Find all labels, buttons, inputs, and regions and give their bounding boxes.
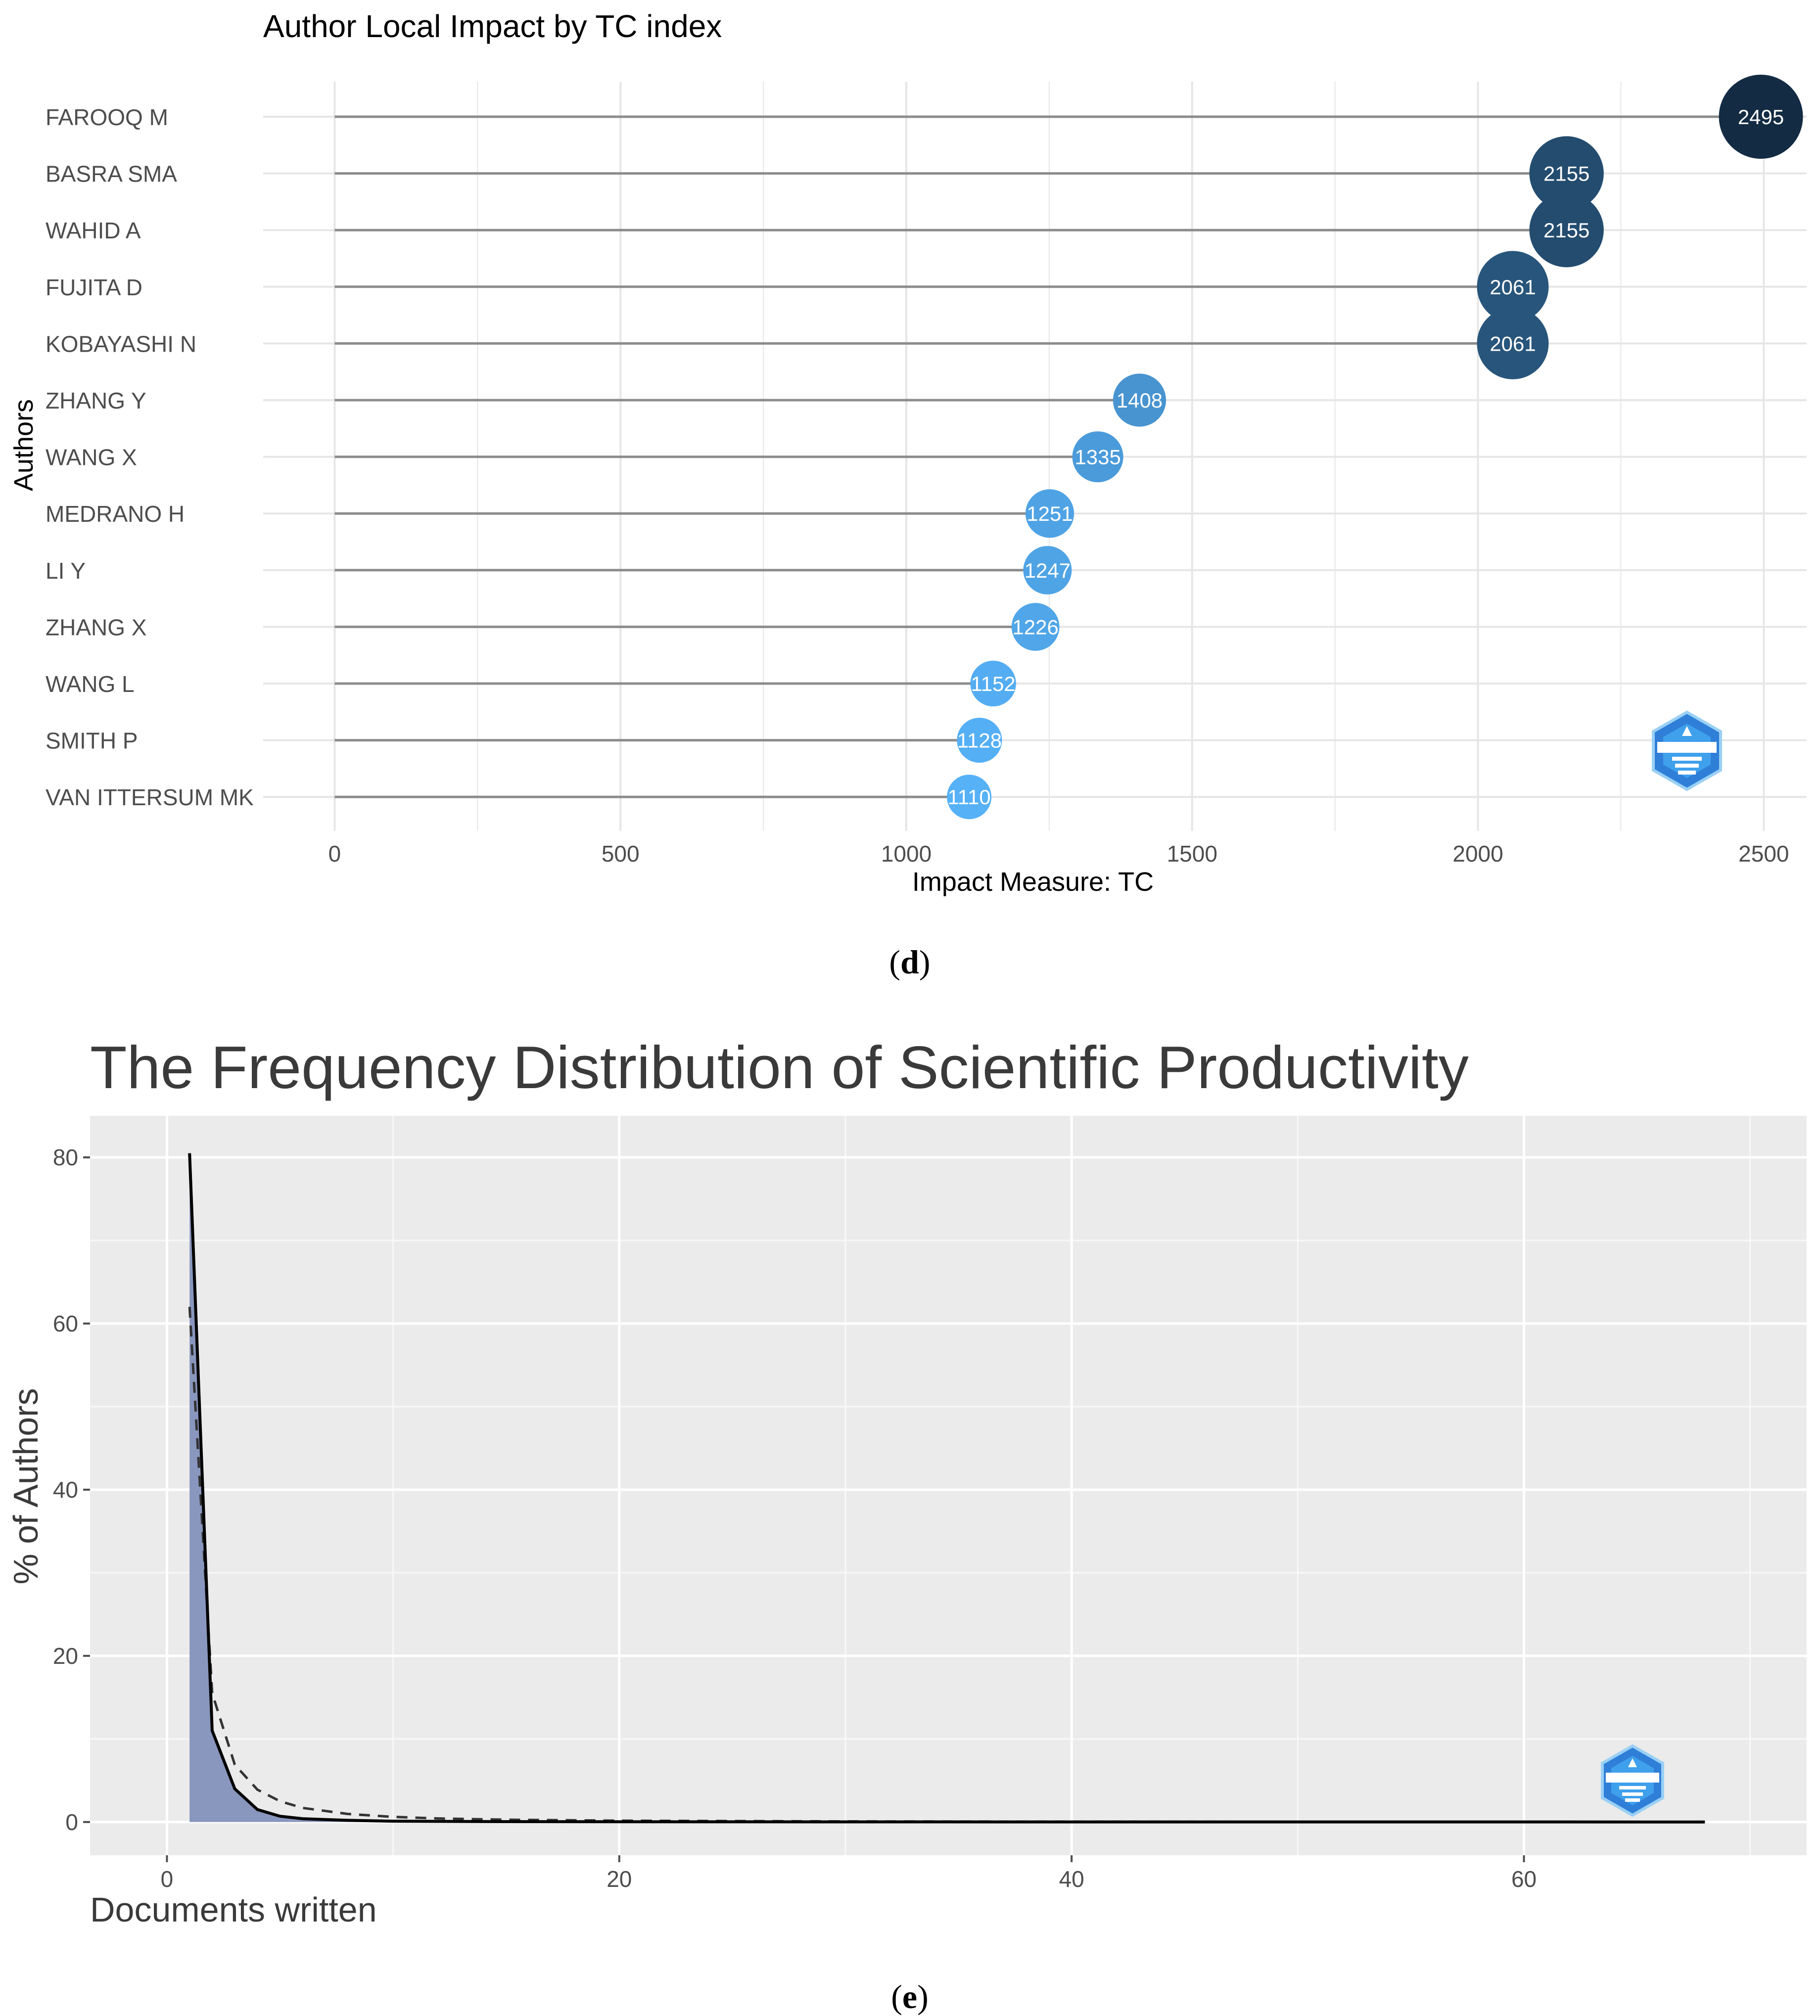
chart-d-author-label: ZHANG Y [46, 388, 146, 413]
chart-d-author-label: MEDRANO H [46, 501, 185, 527]
chart-e-x-axis-title: Documents written [90, 1890, 377, 1929]
bibliometrix-logo-icon-e [1601, 1744, 1664, 1817]
chart-d-x-axis-title: Impact Measure: TC [912, 867, 1154, 897]
chart-d-bubble [970, 660, 1016, 707]
chart-e-y-tick-label: 40 [53, 1477, 78, 1503]
chart-d-bubble-label: 1110 [948, 785, 991, 809]
bibliometrix-logo-icon [1652, 710, 1722, 791]
chart-d-x-tick-label: 500 [602, 841, 640, 867]
productivity-distribution-chart: The Frequency Distribution of Scientific… [6, 1034, 1807, 2016]
chart-d-title: Author Local Impact by TC index [263, 8, 722, 44]
chart-d-bubble-label: 2061 [1490, 332, 1536, 355]
chart-d-author-label: WANG L [46, 671, 135, 697]
chart-e-x-tick-label: 20 [607, 1866, 632, 1892]
chart-d-x-tick-label: 1500 [1167, 841, 1217, 867]
chart-d-author-label: FAROOQ M [46, 104, 168, 130]
chart-d-author-label: SMITH P [46, 728, 138, 754]
chart-e-theoretical-line [188, 1307, 1705, 1824]
chart-d-bubble-label: 1408 [1117, 389, 1163, 412]
chart-d-bubble [1072, 431, 1123, 483]
chart-d-segments [334, 115, 1761, 798]
chart-d-bubbles: 2495 2155 2155 2061 2061 1408 1335 1251 1247 1226… [947, 75, 1803, 820]
chart-d-bubble [1529, 193, 1604, 268]
chart-d-bubble [947, 775, 992, 820]
chart-e-y-tick-labels: 0 20 40 60 80 [53, 1145, 90, 1835]
chart-d-bubble-label: 1247 [1025, 559, 1071, 582]
chart-d-author-label: WANG X [46, 445, 137, 470]
chart-e-y-tick-label: 0 [65, 1809, 78, 1835]
chart-d-author-label: WAHID A [46, 218, 141, 243]
chart-d-bubble [1011, 603, 1060, 651]
chart-e-y-axis-title: % of Authors [6, 1388, 45, 1585]
chart-d-bubble-label: 2495 [1738, 105, 1784, 129]
chart-e-x-tick-label: 40 [1059, 1866, 1084, 1892]
chart-d-x-tick-labels: 0 500 1000 1500 2000 2500 [328, 841, 1789, 867]
chart-d-author-label: VAN ITTERSUM MK [46, 784, 254, 810]
chart-d-x-tick-label: 2000 [1452, 841, 1503, 867]
chart-d-bubble [1477, 251, 1549, 323]
chart-d-bubble-label: 2061 [1490, 275, 1536, 299]
chart-d-bubble-label: 1128 [957, 729, 1002, 752]
author-impact-chart: Author Local Impact by TC index FAROOQ M… [9, 8, 1807, 981]
chart-d-author-label: FUJITA D [46, 275, 142, 300]
chart-d-bubble-label: 1226 [1012, 615, 1058, 639]
chart-e-y-tick-label: 60 [53, 1311, 78, 1336]
chart-e-panel-background [90, 1116, 1807, 1855]
panel-d-caption: (d) [889, 943, 930, 981]
chart-d-x-tick-label: 1000 [881, 841, 932, 867]
chart-d-bubble [1023, 546, 1072, 595]
chart-d-author-label: KOBAYASHI N [46, 331, 196, 357]
chart-d-y-axis-title: Authors [9, 399, 39, 491]
chart-e-x-tick-label: 0 [161, 1866, 174, 1892]
chart-d-bubble-label: 2155 [1543, 162, 1589, 185]
chart-d-bubble [1477, 307, 1549, 379]
chart-e-title: The Frequency Distribution of Scientific… [90, 1034, 1469, 1101]
chart-d-y-tick-labels: FAROOQ M BASRA SMA WAHID A FUJITA D KOBAYASH… [46, 104, 254, 810]
chart-d-x-tick-label: 0 [328, 841, 341, 867]
chart-e-y-tick-label: 80 [53, 1145, 78, 1170]
chart-d-bubble-label: 1335 [1074, 446, 1120, 469]
panel-e-caption: (e) [891, 1978, 929, 2016]
chart-d-x-tick-label: 2500 [1738, 841, 1789, 867]
chart-d-bubble [1025, 489, 1074, 538]
chart-d-author-label: ZHANG X [46, 614, 146, 640]
chart-d-bubble [1529, 136, 1604, 211]
chart-d-author-label: LI Y [46, 558, 86, 584]
chart-d-bubble-label: 1251 [1027, 502, 1073, 525]
chart-d-bubble-label: 1152 [971, 672, 1015, 695]
chart-e-y-tick-label: 20 [53, 1643, 78, 1669]
chart-d-bubble [1113, 373, 1167, 427]
chart-d-bubble [957, 718, 1002, 763]
chart-e-observed-line [188, 1153, 1705, 1824]
chart-e-x-tick-label: 60 [1511, 1866, 1537, 1892]
chart-e-x-tick-labels: 0 20 40 60 [161, 1855, 1537, 1892]
chart-d-bubble [1719, 75, 1803, 159]
chart-d-bubble-label: 2155 [1543, 219, 1589, 242]
chart-d-author-label: BASRA SMA [46, 161, 177, 187]
